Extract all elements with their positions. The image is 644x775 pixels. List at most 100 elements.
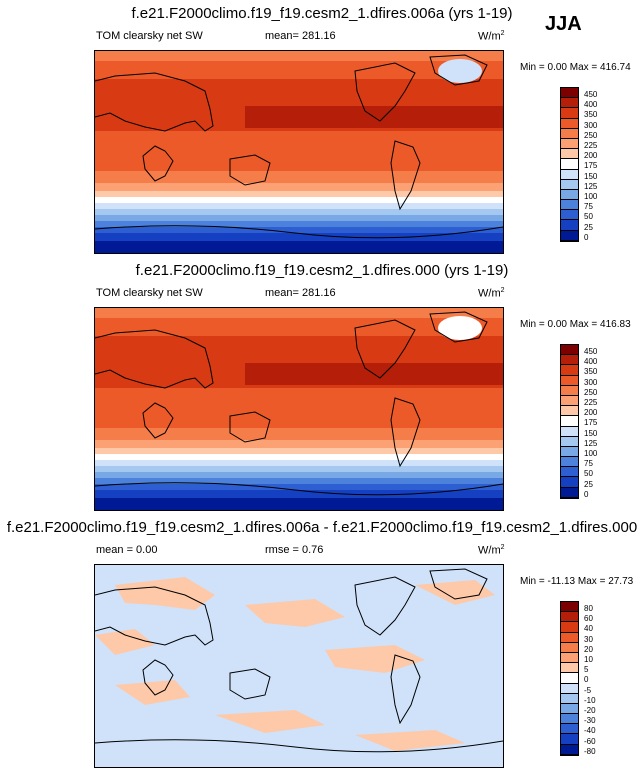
panel-1-minmax: Min = 0.00 Max = 416.74 [520,62,631,73]
colorbar-swatch [561,118,578,129]
colorbar-tick-label: 350 [584,110,598,120]
colorbar-tick-label: 300 [584,377,598,387]
panel-2-variable-label: TOM clearsky net SW [96,287,203,299]
colorbar-swatch [561,220,578,231]
colorbar-swatch [561,375,578,386]
panel-1-heatmap [95,51,503,253]
colorbar-tick-label: 20 [584,644,593,654]
colorbar-tick-label: 250 [584,130,598,140]
panel-1-colorbar [560,87,579,242]
colorbar-swatch [561,622,578,633]
colorbar-tick-label: 225 [584,141,598,150]
colorbar-swatch [561,345,578,356]
colorbar-swatch [561,179,578,190]
colorbar-tick-label: 400 [584,100,598,110]
colorbar-swatch [561,416,578,427]
colorbar-swatch [561,98,578,109]
colorbar-swatch [561,467,578,478]
panel-3-colorbar [560,601,579,756]
colorbar-tick-label: 400 [584,357,598,367]
colorbar-tick-label: 5 [584,665,589,675]
colorbar-swatch [561,632,578,643]
colorbar-swatch [561,108,578,119]
colorbar-swatch [561,406,578,417]
colorbar-swatch [561,395,578,407]
colorbar-tick-label: -30 [584,716,596,726]
colorbar-tick-label: 50 [584,212,593,222]
colorbar-tick-label: 30 [584,634,593,644]
colorbar-tick-label: 350 [584,367,598,377]
colorbar-swatch [561,128,578,139]
panel-1-mean-label: mean= 281.16 [265,30,336,42]
panel-3-units: W/m2 [478,544,505,557]
colorbar-tick-label: 80 [584,604,593,613]
colorbar-swatch [561,385,578,396]
panel-1-variable-label: TOM clearsky net SW [96,30,203,42]
season-label: JJA [545,13,582,35]
colorbar-swatch [561,642,578,653]
colorbar-tick-label: 200 [584,151,598,161]
colorbar-tick-label: 25 [584,222,593,232]
colorbar-swatch [561,159,578,170]
colorbar-swatch [561,744,578,755]
panel-2-mean-label: mean= 281.16 [265,287,336,299]
colorbar-tick-label: 250 [584,387,598,397]
colorbar-tick-label: 75 [584,202,593,212]
colorbar-tick-label: 40 [584,624,593,634]
colorbar-swatch [561,673,578,684]
colorbar-tick-label: -20 [584,706,596,715]
panel-3-heatmap [95,565,503,767]
colorbar-tick-label: 175 [584,418,598,428]
colorbar-swatch [561,457,578,468]
colorbar-swatch [561,210,578,221]
colorbar-swatch [561,436,578,447]
panel-2-colorbar [560,344,579,499]
colorbar-swatch [561,230,578,241]
panel-1-units: W/m2 [478,30,505,43]
colorbar-swatch [561,487,578,498]
colorbar-tick-label: -60 [584,736,596,746]
colorbar-swatch [561,683,578,694]
colorbar-tick-label: 175 [584,161,598,171]
colorbar-swatch [561,88,578,99]
colorbar-tick-label: 450 [584,347,598,356]
colorbar-tick-label: -80 [584,746,596,756]
colorbar-swatch [561,734,578,745]
colorbar-swatch [561,365,578,376]
colorbar-swatch [561,200,578,211]
panel-1-title: f.e21.F2000climo.f19_f19.cesm2_1.dfires.… [131,5,513,22]
colorbar-swatch [561,703,578,715]
colorbar-swatch [561,714,578,725]
panel-3-map [94,564,504,768]
panel-3-minmax: Min = -11.13 Max = 27.73 [520,576,634,587]
colorbar-tick-label: 150 [584,428,598,438]
colorbar-tick-label: 0 [584,489,589,499]
colorbar-swatch [561,693,578,704]
colorbar-swatch [561,602,578,613]
colorbar-tick-label: 0 [584,675,589,685]
colorbar-tick-label: 25 [584,479,593,489]
colorbar-tick-label: 50 [584,469,593,479]
colorbar-tick-label: 0 [584,232,589,242]
colorbar-swatch [561,477,578,488]
panel-3-rmse-label: rmse = 0.76 [265,544,324,556]
panel-3-title: f.e21.F2000climo.f19_f19.cesm2_1.dfires.… [6,519,638,536]
colorbar-tick-label: 450 [584,90,598,99]
colorbar-tick-label: 60 [584,614,593,624]
colorbar-tick-label: 125 [584,438,598,448]
colorbar-tick-label: 10 [584,655,593,664]
colorbar-tick-label: 225 [584,398,598,407]
colorbar-swatch [561,724,578,735]
panel-2-heatmap [95,308,503,510]
colorbar-swatch [561,355,578,366]
colorbar-swatch [561,149,578,160]
colorbar-tick-label: 100 [584,449,598,458]
colorbar-tick-label: -40 [584,726,596,736]
colorbar-swatch [561,189,578,201]
colorbar-swatch [561,446,578,458]
colorbar-tick-label: -5 [584,685,592,695]
colorbar-tick-label: 75 [584,459,593,469]
colorbar-swatch [561,663,578,674]
colorbar-swatch [561,138,578,150]
colorbar-tick-label: 125 [584,181,598,191]
